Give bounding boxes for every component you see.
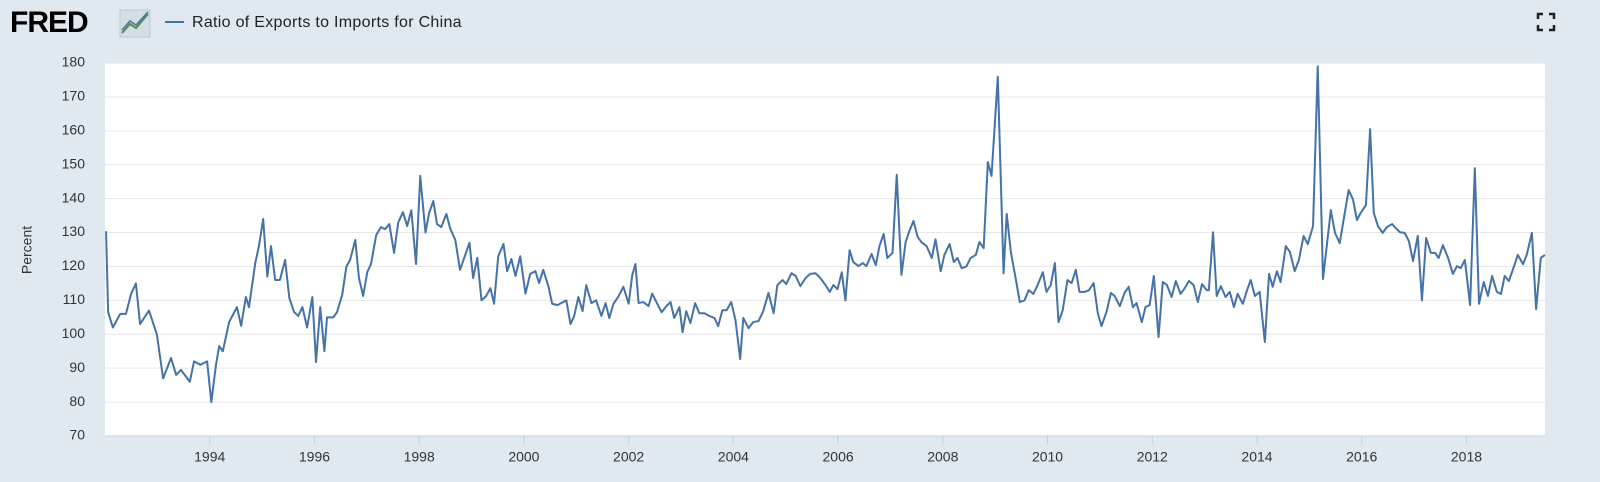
- y-tick-label: 160: [62, 122, 86, 138]
- y-tick-label: 100: [62, 325, 86, 341]
- y-tick-label: 170: [62, 88, 86, 104]
- y-tick-label: 110: [63, 291, 86, 307]
- x-tick-label: 2004: [718, 449, 749, 465]
- y-tick-label: 120: [62, 257, 86, 273]
- x-tick-label: 1994: [194, 449, 225, 465]
- fullscreen-button[interactable]: [1536, 12, 1556, 32]
- y-tick-label: 80: [69, 393, 85, 409]
- x-tick-label: 1996: [299, 449, 330, 465]
- y-tick-label: 140: [62, 189, 86, 205]
- legend-label: Ratio of Exports to Imports for China: [192, 14, 462, 31]
- x-tick-label: 2008: [927, 449, 958, 465]
- y-axis-label: Percent: [19, 226, 35, 274]
- x-tick-label: 2016: [1346, 449, 1377, 465]
- x-tick-label: 2006: [823, 449, 854, 465]
- y-tick-label: 180: [62, 54, 86, 70]
- x-tick-label: 2010: [1032, 449, 1063, 465]
- x-tick-label: 2002: [613, 449, 644, 465]
- logo: FRED: [10, 6, 88, 39]
- y-tick-label: 70: [69, 427, 85, 443]
- x-tick-label: 2012: [1137, 449, 1168, 465]
- logo-icon: [119, 9, 151, 38]
- x-tick-label: 2000: [508, 449, 539, 465]
- data-line: [105, 65, 1546, 404]
- x-tick-label: 2014: [1241, 449, 1272, 465]
- x-tick-label: 2018: [1451, 449, 1482, 465]
- plot-area: [105, 63, 1545, 436]
- y-tick-label: 150: [62, 155, 86, 171]
- y-tick-label: 130: [62, 223, 86, 239]
- x-tick-label: 1998: [404, 449, 435, 465]
- y-tick-label: 90: [69, 359, 85, 375]
